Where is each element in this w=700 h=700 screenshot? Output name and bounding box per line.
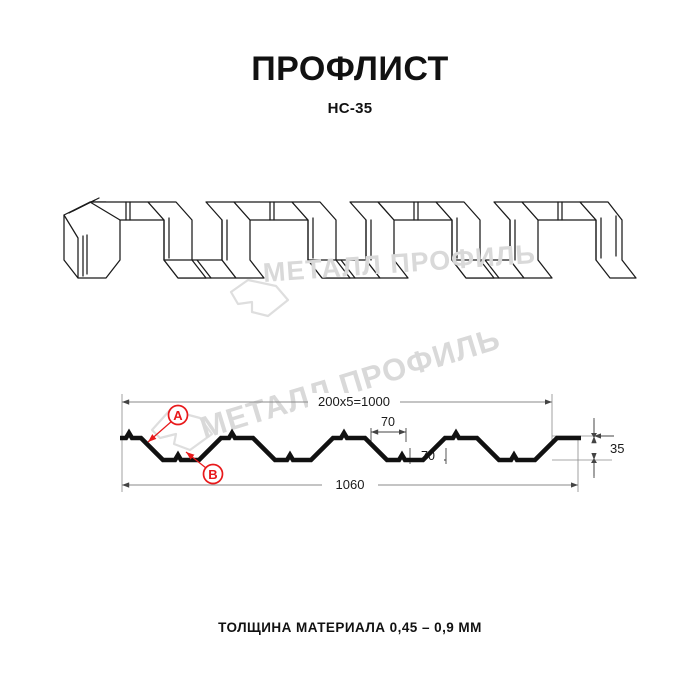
product-model: НС-35	[327, 100, 373, 117]
page-footer: ТОЛЩИНА МАТЕРИАЛА 0,45 – 0,9 ММ	[0, 620, 700, 635]
profile-outline	[120, 428, 581, 463]
dimension-total-width: 1060	[336, 477, 365, 492]
callout-label-b: B	[208, 467, 217, 482]
page-header: ПРОФЛИСТ НС-35	[0, 52, 700, 117]
cross-section-profile: 200x5=1000 1060 70 70	[0, 380, 700, 510]
callout-marker-b	[202, 463, 224, 485]
cross-section-svg: 200x5=1000 1060 70 70	[120, 393, 624, 493]
callout-marker-a	[167, 404, 189, 426]
callout-label-a: A	[173, 408, 183, 423]
dimension-pitch: 200x5=1000	[318, 394, 390, 409]
isometric-profile-svg	[63, 197, 637, 279]
page-title: ПРОФЛИСТ	[251, 50, 449, 88]
dimension-height: 35	[610, 441, 624, 456]
dimension-crest-width: 70	[381, 415, 395, 429]
isometric-profile-sheet	[60, 180, 640, 330]
material-thickness-note: ТОЛЩИНА МАТЕРИАЛА 0,45 – 0,9 ММ	[218, 620, 482, 635]
